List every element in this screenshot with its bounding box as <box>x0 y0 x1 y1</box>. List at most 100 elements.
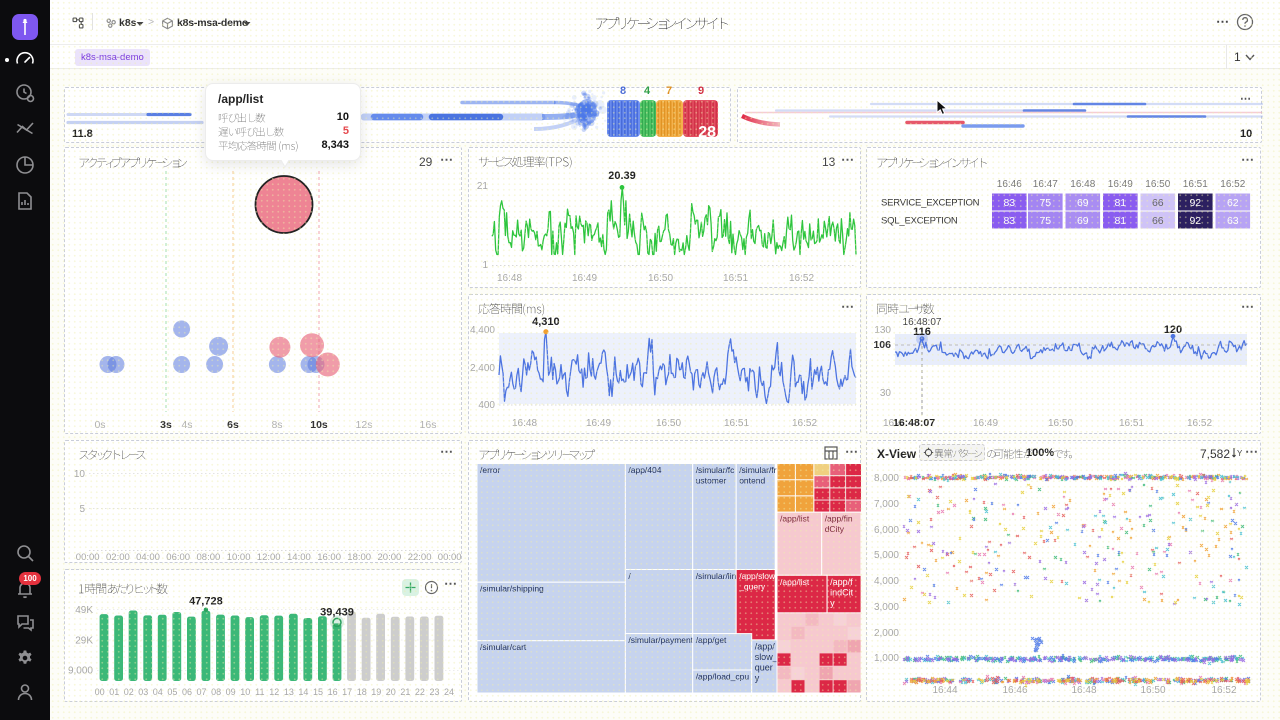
svg-text:16:52: 16:52 <box>1187 418 1212 429</box>
svg-text:/error: /error <box>480 465 500 475</box>
svg-text:/simular/cart: /simular/cart <box>480 642 527 652</box>
svg-text:/app/f: /app/f <box>830 577 853 587</box>
svg-text:10: 10 <box>240 687 250 697</box>
svg-text:11: 11 <box>255 687 264 697</box>
svg-text:/app/404: /app/404 <box>628 465 661 475</box>
svg-text:dCity: dCity <box>825 524 845 534</box>
svg-text:16:46: 16:46 <box>1002 685 1027 696</box>
svg-text:130: 130 <box>874 325 891 336</box>
svg-text:14:00: 14:00 <box>287 552 311 563</box>
svg-text:14: 14 <box>298 687 308 697</box>
svg-text:8: 8 <box>620 85 626 97</box>
svg-text:16:4: 16:4 <box>883 418 903 429</box>
svg-text:16:49: 16:49 <box>586 418 611 429</box>
svg-text:00:00: 00:00 <box>438 552 462 563</box>
svg-text:16:50: 16:50 <box>1145 179 1170 190</box>
svg-text:16:52: 16:52 <box>1211 685 1236 696</box>
svg-text:6,000: 6,000 <box>874 525 899 536</box>
svg-text:1: 1 <box>482 260 488 271</box>
svg-text:30: 30 <box>880 388 892 399</box>
svg-text:_query: _query <box>738 582 766 592</box>
svg-text:/simular/fc: /simular/fc <box>696 465 735 475</box>
svg-text:66: 66 <box>1152 215 1164 227</box>
svg-text:SQL_EXCEPTION: SQL_EXCEPTION <box>881 216 958 227</box>
svg-text:5,000: 5,000 <box>874 550 899 561</box>
svg-text:01: 01 <box>109 687 119 697</box>
svg-text:23: 23 <box>429 687 439 697</box>
svg-text:06: 06 <box>182 687 192 697</box>
svg-text:16:52: 16:52 <box>1220 179 1245 190</box>
svg-text:22:00: 22:00 <box>408 552 432 563</box>
svg-text:16:48: 16:48 <box>1071 685 1096 696</box>
svg-text:16:49: 16:49 <box>572 273 597 284</box>
svg-text:4,400: 4,400 <box>470 325 495 336</box>
svg-text:62: 62 <box>1227 197 1239 209</box>
svg-text:4,310: 4,310 <box>532 316 560 328</box>
svg-text:16:51: 16:51 <box>1183 179 1208 190</box>
svg-text:/simular/shipping: /simular/shipping <box>480 584 544 594</box>
svg-text:1,000: 1,000 <box>874 653 899 664</box>
svg-text:69: 69 <box>1077 197 1089 209</box>
svg-text:75: 75 <box>1039 197 1051 209</box>
svg-text:3s: 3s <box>160 419 172 431</box>
svg-text:16:52: 16:52 <box>789 273 814 284</box>
svg-text:16:44: 16:44 <box>932 685 957 696</box>
svg-text:/app/load_cpu: /app/load_cpu <box>696 672 750 682</box>
svg-text:/simular/fr: /simular/fr <box>739 465 776 475</box>
svg-text:00:00: 00:00 <box>76 552 100 563</box>
svg-text:2,000: 2,000 <box>874 628 899 639</box>
svg-text:16:50: 16:50 <box>1048 418 1073 429</box>
svg-text:06:00: 06:00 <box>166 552 190 563</box>
svg-text:92: 92 <box>1189 197 1201 209</box>
svg-text:16:00: 16:00 <box>317 552 341 563</box>
svg-text:15: 15 <box>313 687 323 697</box>
svg-text:16:50: 16:50 <box>1140 685 1165 696</box>
svg-text:/app/list: /app/list <box>780 577 810 587</box>
svg-text:4s: 4s <box>181 419 192 431</box>
svg-text:10: 10 <box>74 469 86 480</box>
svg-text:39,439: 39,439 <box>320 606 354 618</box>
svg-text:9: 9 <box>698 85 704 97</box>
svg-text:4,000: 4,000 <box>874 576 899 587</box>
svg-text:63: 63 <box>1227 215 1239 227</box>
svg-text:00: 00 <box>95 687 105 697</box>
svg-text:92: 92 <box>1189 215 1201 227</box>
svg-text:indCit: indCit <box>830 587 854 597</box>
svg-text:0s: 0s <box>94 419 105 431</box>
svg-text:y: y <box>830 598 835 608</box>
svg-text:16:48:07: 16:48:07 <box>893 417 935 429</box>
svg-text:10s: 10s <box>310 419 328 431</box>
svg-text:5: 5 <box>79 504 85 515</box>
svg-text:/app/get: /app/get <box>696 635 727 645</box>
svg-text:16:51: 16:51 <box>723 273 748 284</box>
svg-text:3,000: 3,000 <box>874 602 899 613</box>
svg-text:/: / <box>628 571 631 581</box>
svg-text:16:48:07: 16:48:07 <box>903 317 942 328</box>
svg-text:47,728: 47,728 <box>189 596 223 608</box>
svg-text:y: y <box>755 673 760 683</box>
svg-text:16: 16 <box>328 687 338 697</box>
svg-text:quer: quer <box>755 662 773 672</box>
svg-text:13: 13 <box>284 687 294 697</box>
svg-text:81: 81 <box>1114 215 1126 227</box>
svg-text:21: 21 <box>400 687 410 697</box>
svg-text:20:00: 20:00 <box>378 552 402 563</box>
svg-text:/simular/payment: /simular/payment <box>628 635 693 645</box>
svg-text:12:00: 12:00 <box>257 552 281 563</box>
svg-text:29K: 29K <box>75 636 93 647</box>
svg-text:8s: 8s <box>271 419 282 431</box>
svg-text:19: 19 <box>371 687 381 697</box>
svg-text:49K: 49K <box>75 605 93 616</box>
svg-text:4: 4 <box>644 85 651 97</box>
svg-text:02:00: 02:00 <box>106 552 130 563</box>
svg-text:7: 7 <box>666 85 672 97</box>
svg-text:18: 18 <box>357 687 367 697</box>
svg-text:04:00: 04:00 <box>136 552 160 563</box>
svg-text:05: 05 <box>167 687 177 697</box>
svg-text:/app/slow: /app/slow <box>739 571 776 581</box>
svg-text:106: 106 <box>873 339 891 351</box>
svg-text:16:49: 16:49 <box>1108 179 1133 190</box>
svg-text:8,000: 8,000 <box>874 473 899 484</box>
svg-text:02: 02 <box>124 687 134 697</box>
svg-text:20: 20 <box>386 687 396 697</box>
